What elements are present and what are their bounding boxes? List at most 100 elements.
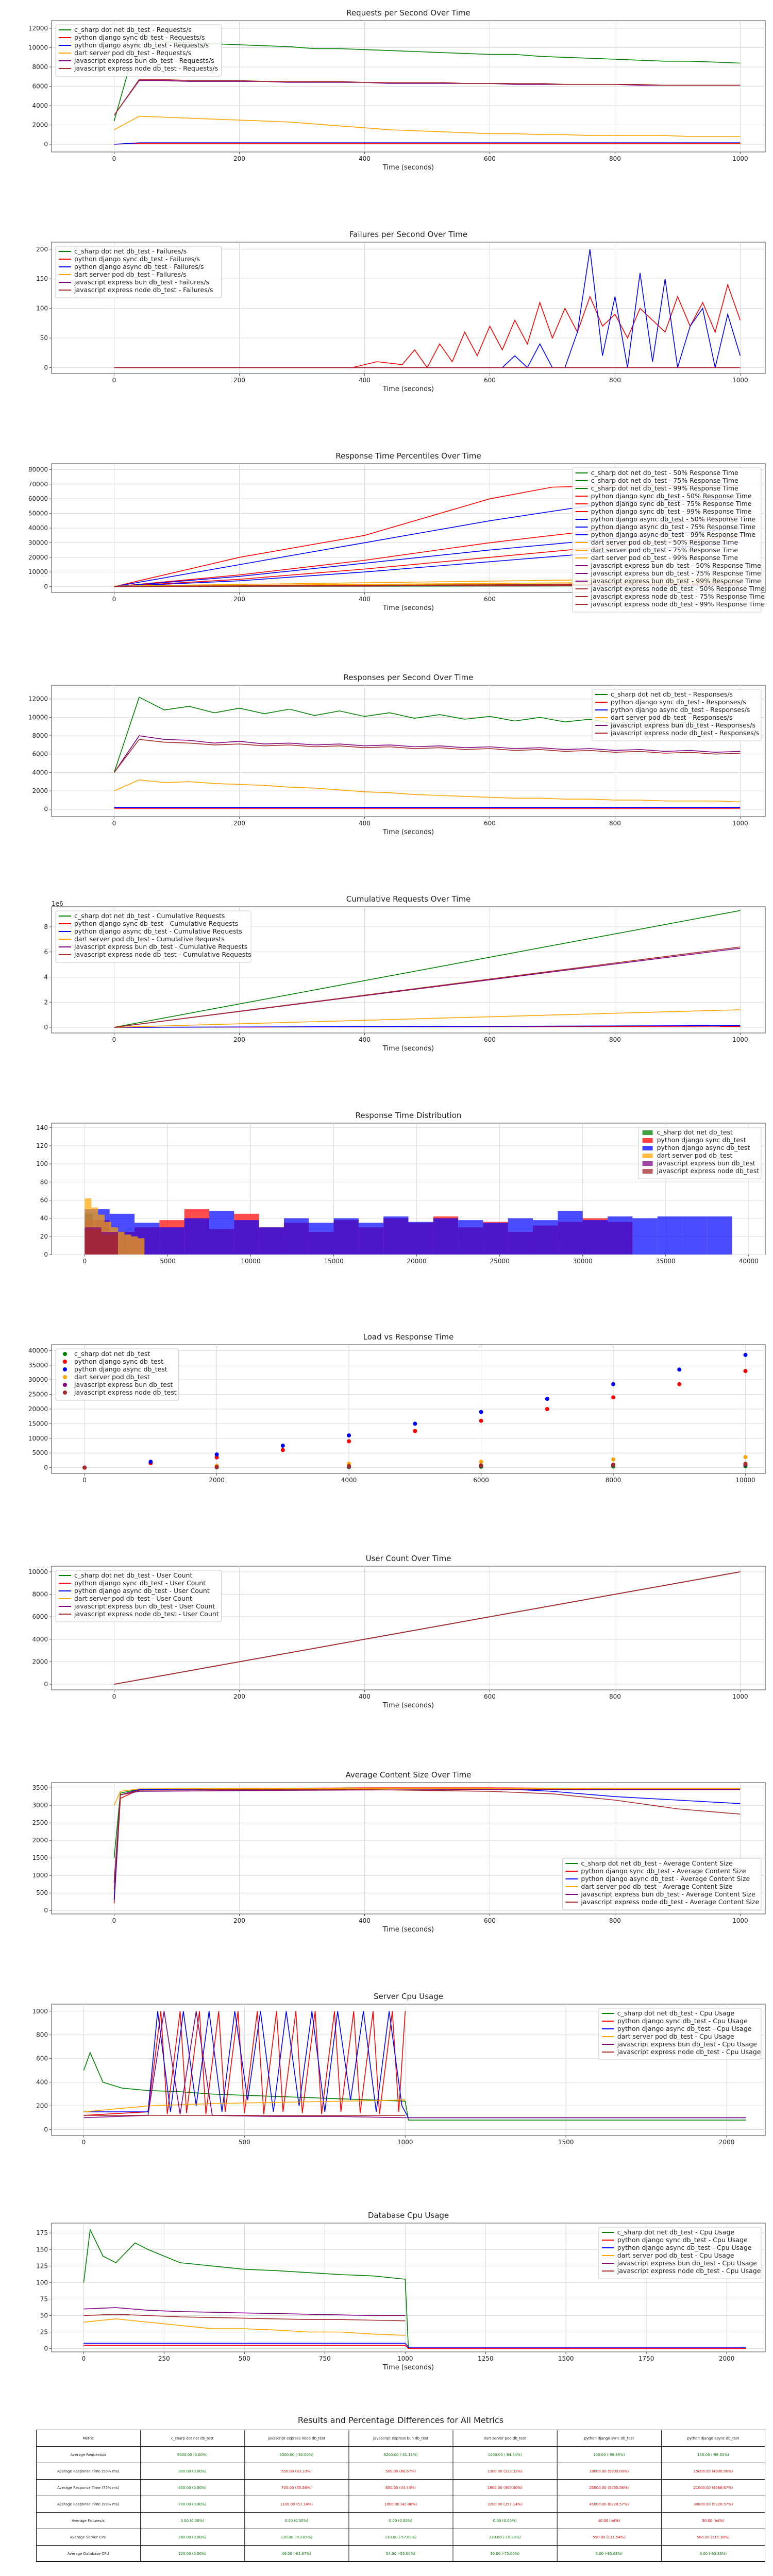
- legend-label: javascript express node db_test - Cpu Us…: [617, 2048, 761, 2056]
- y-tick-label: 2000: [32, 122, 48, 129]
- legend-label: python django async db_test - Cumulative…: [74, 927, 242, 935]
- table-cell-value: Average Database CPU: [68, 2552, 109, 2556]
- table-cell: [661, 2545, 765, 2562]
- histogram-bar: [508, 1218, 533, 1255]
- table-cell-value: 560.00 (115.38%): [697, 2535, 730, 2539]
- table-cell-value: Average Response Time (50% ms): [57, 2469, 119, 2473]
- legend-label: c_sharp dot net db_test - Cpu Usage: [617, 2228, 735, 2236]
- legend-label: dart server pod db_test - 50% Response T…: [591, 538, 738, 546]
- legend-label: dart server pod db_test - Responses/s: [611, 714, 733, 721]
- y-tick-label: 30000: [28, 1376, 48, 1383]
- series-line: [83, 2011, 406, 2116]
- table-cell-value: 1000.00 (42.86%): [384, 2502, 417, 2506]
- chart-rps: Requests per Second Over Time 0 200 400 600 8…: [28, 8, 766, 172]
- legend-label: c_sharp dot net db_test - Responses/s: [611, 690, 733, 698]
- x-axis-label: Time (seconds): [382, 604, 434, 612]
- x-tick-label: 600: [484, 596, 496, 603]
- legend-label: c_sharp dot net db_test - 50% Response T…: [591, 469, 738, 477]
- x-tick-label: 200: [233, 1917, 245, 1924]
- histogram-bar: [209, 1211, 234, 1255]
- histogram-bar: [707, 1216, 732, 1255]
- scatter-point: [545, 1397, 549, 1401]
- plot-marks: [113, 1787, 741, 1904]
- y-tick-label: 2000: [32, 1837, 48, 1844]
- y-tick-label: 8: [44, 923, 48, 930]
- legend-label: c_sharp dot net db_test - Cumulative Req…: [74, 912, 225, 920]
- x-tick-label: 200: [233, 377, 245, 384]
- y-tick-label: 1000: [32, 2008, 48, 2015]
- y-tick-label: 100: [36, 305, 48, 312]
- scatter-point: [611, 1395, 616, 1400]
- legend: c_sharp dot net db_test - 50% Response T…: [572, 467, 765, 613]
- histogram-bar: [632, 1218, 658, 1255]
- scatter-point: [743, 1462, 748, 1466]
- table-cell-value: 220.00 (-15.38%): [489, 2535, 521, 2539]
- legend-box: [638, 1127, 762, 1179]
- legend-label: python django sync db_test - Requests/s: [74, 33, 205, 41]
- y-tick-label: 40000: [28, 524, 48, 532]
- table-cell-value: 0.00 (0.00%): [493, 2519, 517, 2523]
- y-tick-label: 5000: [32, 1449, 48, 1456]
- x-tick-label: 8000: [606, 1477, 621, 1484]
- legend: c_sharp dot net db_test - Cpu Usagepytho…: [598, 2227, 762, 2279]
- scatter-point: [347, 1433, 351, 1438]
- y-tick-label: 10000: [28, 714, 48, 721]
- legend-label: dart server pod db_test - Average Conten…: [581, 1883, 732, 1890]
- chart-title: Response Time Distribution: [356, 1111, 462, 1120]
- legend-label: python django async db_test: [74, 1365, 167, 1373]
- series-line: [83, 2345, 746, 2349]
- y-tick-label: 800: [36, 2031, 48, 2039]
- legend-label: javascript express bun db_test - Request…: [74, 57, 214, 64]
- legend-label: javascript express node db_test - Reques…: [74, 64, 218, 72]
- histogram-bar: [682, 1216, 708, 1255]
- chart-dist: Response Time Distribution 0 5000 10000 1500…: [36, 1111, 766, 1265]
- table-cell-value: 5.00 (-95.83%): [596, 2552, 623, 2556]
- scatter-point: [743, 1352, 748, 1357]
- scatter-point: [214, 1455, 219, 1460]
- legend-label: javascript express bun db_test - 50% Res…: [591, 562, 761, 569]
- x-tick-label: 0: [112, 1693, 116, 1700]
- x-tick-label: 6000: [473, 1477, 489, 1484]
- table-header-label: c_sharp dot net db_test: [171, 2436, 214, 2441]
- legend-label: dart server pod db_test - Cpu Usage: [617, 2032, 734, 2040]
- series-line: [83, 2052, 746, 2121]
- legend-label: python django async db_test - 99% Respon…: [591, 531, 756, 538]
- results-table-title: Results and Percentage Differences for A…: [297, 2415, 504, 2425]
- legend-box: [572, 467, 762, 613]
- x-tick-label: 800: [609, 1036, 621, 1043]
- chart-title: Requests per Second Over Time: [346, 8, 470, 18]
- histogram-bar: [383, 1216, 409, 1255]
- chart-content: Average Content Size Over Time 0 200 400 600…: [32, 1770, 766, 1934]
- x-tick-label: 2000: [719, 2139, 735, 2146]
- scatter-point: [743, 1369, 748, 1374]
- series-line: [114, 1025, 741, 1028]
- x-axis-label: Time (seconds): [382, 164, 434, 172]
- legend-label: javascript express bun db_test - Failure…: [74, 278, 209, 286]
- scatter-point: [743, 1455, 748, 1460]
- table-cell-value: 0.00 (0.00%): [180, 2519, 204, 2523]
- table-cell-value: 650.00 (44.44%): [385, 2486, 416, 2490]
- legend-label: python django sync db_test - Responses/s: [611, 698, 746, 706]
- x-tick-label: 600: [484, 377, 496, 384]
- scatter-point: [479, 1410, 483, 1414]
- scatter-point: [611, 1462, 616, 1467]
- table-cell-value: 45000.00 (6328.57%): [589, 2502, 629, 2506]
- legend-label: javascript express bun db_test - Cpu Usa…: [617, 2259, 758, 2267]
- histogram-bar: [85, 1229, 102, 1255]
- legend: c_sharp dot net db_test - Cumulative Req…: [55, 910, 251, 963]
- y-tick-label: 10000: [28, 44, 48, 52]
- x-tick-label: 800: [609, 377, 621, 384]
- histogram-bar: [657, 1216, 682, 1255]
- scatter-point: [280, 1444, 285, 1448]
- table-cell-value: Average Requests/s: [71, 2453, 106, 2457]
- legend-label: javascript express bun db_test: [74, 1381, 173, 1388]
- x-tick-label: 1500: [558, 2139, 574, 2146]
- x-tick-label: 800: [609, 820, 621, 827]
- y-tick-label: 2500: [32, 1819, 48, 1826]
- legend-label: javascript express node db_test - Averag…: [580, 1898, 759, 1906]
- table-cell-value: 40.00 (inf%): [598, 2519, 620, 2523]
- series-line: [113, 735, 741, 773]
- scatter-point: [347, 1464, 351, 1468]
